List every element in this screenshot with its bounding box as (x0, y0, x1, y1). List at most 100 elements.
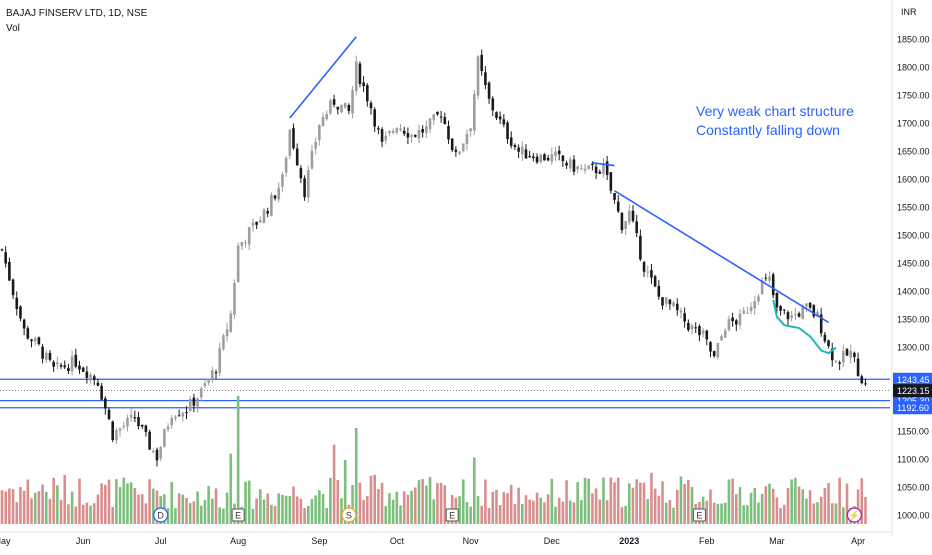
trendline (614, 190, 829, 324)
candle-body (631, 210, 635, 222)
volume-label[interactable]: Vol (6, 23, 20, 34)
candle-body (436, 111, 439, 115)
volume-bar (771, 488, 775, 524)
volume-bar (864, 496, 867, 524)
candle-body (336, 106, 340, 110)
level-price-tag-label: 1192.60 (897, 403, 929, 413)
level-price-tag-label: 1243.45 (897, 375, 930, 385)
candle-body (524, 149, 528, 159)
volume-bar (192, 501, 196, 524)
time-axis: May Jun Jul Aug Sep Oct Nov Dec 2023 Feb Mar Apr (0, 531, 892, 546)
price-tick-label: 1750.00 (897, 91, 930, 101)
volume-bar (406, 494, 410, 524)
volume-bar (687, 479, 690, 524)
volume-bar (332, 444, 336, 524)
candle-body (67, 368, 70, 372)
volume-bar (306, 505, 310, 524)
candle-body (657, 285, 661, 297)
volume-bar (602, 477, 605, 524)
price-tick-label: 1300.00 (897, 343, 930, 353)
candle-body (827, 340, 830, 347)
candle-body (303, 178, 306, 198)
volume-bar (314, 495, 317, 524)
candle-body (650, 270, 653, 278)
volume-bar (384, 506, 388, 524)
candle-body (277, 187, 281, 200)
volume-bar (340, 498, 343, 524)
candle-body (675, 303, 679, 311)
volume-bar (712, 502, 716, 524)
candle-body (609, 172, 613, 191)
candle-body (757, 296, 760, 302)
volume-bar (244, 481, 247, 524)
volume-bar (768, 483, 771, 524)
candle-body (421, 129, 424, 133)
volume-bar (675, 489, 679, 524)
candle-body (70, 356, 74, 372)
candle-body (358, 63, 362, 84)
candle-body (44, 352, 48, 360)
volume-bar (140, 494, 144, 524)
candle-body (402, 130, 406, 134)
trendline (592, 162, 615, 167)
volume-bar (720, 503, 723, 524)
candle-body (104, 398, 107, 409)
event-marker-label: ⚡ (849, 510, 860, 522)
candle-body (587, 165, 591, 170)
dividend-marker (153, 507, 169, 523)
candle-body (177, 415, 181, 417)
candle-body (753, 301, 757, 309)
candle-body (85, 371, 89, 378)
volume-bar (506, 493, 509, 524)
volume-bar (539, 497, 543, 524)
candle-body (425, 126, 428, 134)
volume-bar (605, 500, 609, 524)
candle-body (476, 56, 480, 96)
volume-bar (443, 485, 447, 524)
candle-body (543, 154, 546, 161)
candle-body (52, 361, 55, 367)
volume-bar (543, 502, 546, 524)
volume-bar (270, 504, 273, 524)
candle-body (687, 322, 690, 330)
volume-bar (273, 505, 277, 524)
volume-bar (74, 506, 78, 524)
candle-body (332, 99, 336, 105)
candle-body (712, 351, 716, 357)
candle-body (454, 149, 458, 152)
candle-body (163, 429, 166, 447)
price-tick-label: 1350.00 (897, 315, 930, 325)
volume-bar (583, 477, 587, 524)
candle-body (118, 428, 122, 431)
candle-body (664, 297, 668, 304)
volume-bar (458, 496, 461, 524)
time-tick-label: Jul (155, 536, 167, 546)
volume-bar (196, 491, 199, 524)
level-price-tag (893, 401, 932, 415)
candle-body (661, 297, 664, 306)
volume-bar (236, 396, 240, 524)
volume-bar (15, 502, 19, 524)
volume-bar (292, 486, 295, 524)
volume-bar (377, 488, 380, 524)
candle-body (96, 382, 100, 386)
candle-body (450, 138, 454, 150)
candle-body (639, 235, 642, 260)
candle-body (288, 129, 292, 156)
currency-label: INR (901, 7, 917, 17)
volume-bars (0, 396, 867, 524)
candle-body (506, 122, 509, 140)
volume-bar (63, 474, 67, 524)
annotation-line-1: Very weak chart structure (696, 103, 854, 119)
volume-bar (67, 504, 70, 524)
volume-bar (557, 497, 561, 524)
candle-body (144, 425, 148, 433)
volume-bar (561, 501, 565, 524)
volume-bar (723, 502, 727, 524)
candle-body (834, 360, 838, 362)
candle-body (37, 337, 41, 345)
candle-body (140, 424, 144, 427)
volume-bar (118, 487, 122, 524)
volume-bar (524, 495, 528, 524)
